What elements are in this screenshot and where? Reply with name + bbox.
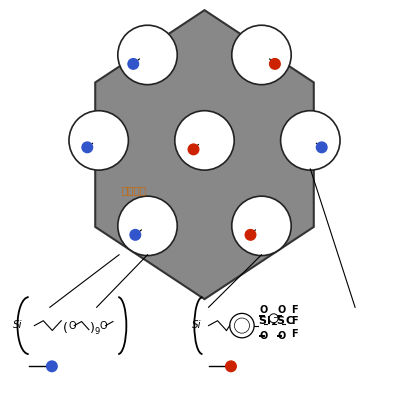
- Text: C: C: [285, 316, 293, 326]
- Circle shape: [175, 111, 234, 170]
- Circle shape: [230, 313, 254, 338]
- Text: O: O: [259, 331, 268, 341]
- Text: 메조기공: 메조기공: [121, 185, 146, 195]
- Text: F: F: [291, 329, 298, 339]
- Text: O: O: [277, 304, 285, 315]
- Circle shape: [118, 196, 177, 256]
- Text: −: −: [272, 313, 279, 322]
- Text: O: O: [259, 304, 268, 315]
- Circle shape: [232, 196, 291, 256]
- Text: ): ): [90, 322, 95, 335]
- Text: (: (: [63, 322, 68, 335]
- Circle shape: [269, 314, 278, 323]
- Circle shape: [188, 144, 199, 155]
- Circle shape: [47, 361, 57, 372]
- Circle shape: [82, 142, 92, 153]
- Text: O: O: [277, 331, 285, 341]
- Text: Si: Si: [192, 319, 202, 330]
- Circle shape: [226, 361, 236, 372]
- Text: S: S: [276, 316, 284, 326]
- Text: O: O: [68, 321, 76, 331]
- Polygon shape: [95, 10, 314, 299]
- Circle shape: [317, 142, 327, 153]
- Circle shape: [118, 25, 177, 85]
- Text: 9: 9: [94, 327, 99, 336]
- Circle shape: [281, 111, 340, 170]
- Circle shape: [128, 59, 139, 69]
- Text: O: O: [99, 321, 107, 331]
- Circle shape: [130, 230, 141, 240]
- Text: F: F: [291, 316, 298, 326]
- Circle shape: [69, 111, 128, 170]
- Circle shape: [270, 59, 280, 69]
- Circle shape: [245, 230, 256, 240]
- Text: S: S: [258, 316, 266, 326]
- Text: N: N: [267, 316, 276, 326]
- Text: Si: Si: [13, 319, 23, 330]
- Text: F: F: [291, 305, 298, 315]
- Circle shape: [232, 25, 291, 85]
